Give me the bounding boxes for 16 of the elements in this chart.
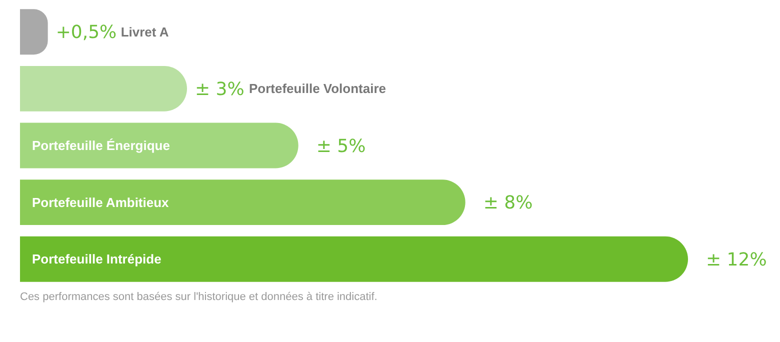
bar — [20, 122, 298, 168]
y-tick-label: Portefeuille Ambitieux — [32, 194, 170, 210]
y-tick-label: Portefeuille Intrépide — [32, 252, 162, 267]
data-label: +0,5% — [56, 22, 117, 44]
bar — [20, 236, 688, 282]
data-label: ± 12% — [706, 249, 767, 270]
data-label: ± 5% — [316, 136, 366, 157]
bar — [20, 66, 187, 112]
y-tick-label: Livret A — [120, 24, 170, 40]
y-tick-label: Portefeuille Énergique — [32, 138, 170, 154]
text: Ces performances sont basées sur l'historique et données à titre indicatif. — [20, 291, 378, 303]
bar — [20, 180, 466, 226]
data-label: ± 3% — [195, 78, 244, 100]
y-tick-label: Portefeuille Volontaire — [249, 81, 386, 96]
data-label: ± 8% — [483, 192, 533, 214]
bar — [20, 9, 48, 55]
